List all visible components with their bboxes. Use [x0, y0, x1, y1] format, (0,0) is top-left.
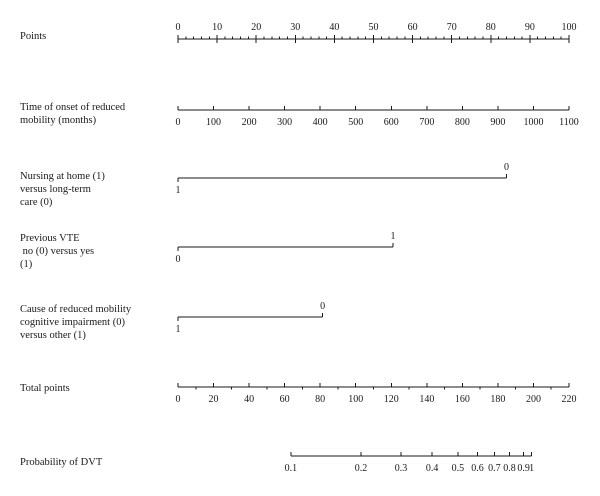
- row-label-line: Cause of reduced mobility: [20, 304, 132, 315]
- tick-label: 0.4: [426, 463, 439, 474]
- tick-label: 0.5: [452, 463, 465, 474]
- tick-label: 600: [384, 117, 399, 128]
- tick-label: 1100: [559, 117, 579, 128]
- row-label-line: mobility (months): [20, 115, 97, 126]
- tick-label: 180: [490, 394, 505, 405]
- tick-label: 400: [313, 117, 328, 128]
- tick-label: 80: [486, 22, 496, 33]
- tick-label: 40: [329, 22, 339, 33]
- tick-label: 500: [348, 117, 363, 128]
- row-label-line: versus other (1): [20, 330, 86, 341]
- level-label: 0: [176, 254, 181, 265]
- tick-label: 100: [348, 394, 363, 405]
- tick-label: 160: [455, 394, 470, 405]
- tick-label: 120: [384, 394, 399, 405]
- tick-label: 80: [315, 394, 325, 405]
- row-label-nursing: Nursing at home (1) versus long-term care …: [20, 170, 105, 209]
- tick-label: 800: [455, 117, 470, 128]
- tick-label: 50: [369, 22, 379, 33]
- level-label: 1: [176, 324, 181, 335]
- tick-label: 0: [176, 22, 181, 33]
- row-label-points: Points: [20, 30, 46, 43]
- level-label: 1: [176, 185, 181, 196]
- tick-label: 140: [419, 394, 434, 405]
- tick-label: 60: [280, 394, 290, 405]
- row-label-line: Probability of DVT: [20, 457, 103, 468]
- tick-label: 0: [176, 394, 181, 405]
- tick-label: 0.9: [517, 463, 530, 474]
- tick-label: 1000: [523, 117, 543, 128]
- tick-label: 0.3: [395, 463, 408, 474]
- row-label-prob: Probability of DVT: [20, 456, 102, 469]
- row-label-line: Points: [20, 31, 47, 42]
- tick-label: 0.2: [355, 463, 368, 474]
- tick-label: 10: [212, 22, 222, 33]
- row-label-cause: Cause of reduced mobility cognitive impai…: [20, 303, 131, 342]
- tick-label: 20: [251, 22, 261, 33]
- tick-label: 900: [490, 117, 505, 128]
- tick-label: 300: [277, 117, 292, 128]
- tick-label: 200: [526, 394, 541, 405]
- tick-label: 1: [529, 463, 534, 474]
- row-label-total: Total points: [20, 382, 70, 395]
- tick-label: 90: [525, 22, 535, 33]
- row-label-line: cognitive impairment (0): [20, 317, 125, 328]
- level-label: 0: [504, 162, 509, 173]
- row-label-line: care (0): [20, 197, 53, 208]
- row-label-line: (1): [20, 259, 33, 270]
- level-label: 0: [320, 301, 325, 312]
- tick-label: 0.8: [503, 463, 516, 474]
- tick-label: 0: [176, 117, 181, 128]
- row-label-line: Time of onset of reduced: [20, 102, 126, 113]
- level-label: 1: [391, 231, 396, 242]
- row-label-vte: Previous VTE no (0) versus yes (1): [20, 232, 94, 271]
- tick-label: 0.1: [285, 463, 298, 474]
- tick-label: 30: [290, 22, 300, 33]
- tick-label: 100: [206, 117, 221, 128]
- tick-label: 60: [408, 22, 418, 33]
- tick-label: 200: [242, 117, 257, 128]
- tick-label: 0.6: [471, 463, 484, 474]
- row-label-line: Nursing at home (1): [20, 171, 105, 182]
- tick-label: 220: [562, 394, 577, 405]
- tick-label: 100: [562, 22, 577, 33]
- row-label-line: no (0) versus yes: [20, 246, 95, 257]
- tick-label: 700: [419, 117, 434, 128]
- row-label-onset: Time of onset of reduced mobility (months…: [20, 101, 125, 127]
- tick-label: 40: [244, 394, 254, 405]
- row-label-line: Previous VTE: [20, 233, 80, 244]
- row-label-line: Total points: [20, 383, 70, 394]
- tick-label: 20: [209, 394, 219, 405]
- row-label-line: versus long-term: [20, 184, 91, 195]
- tick-label: 70: [447, 22, 457, 33]
- tick-label: 0.7: [488, 463, 501, 474]
